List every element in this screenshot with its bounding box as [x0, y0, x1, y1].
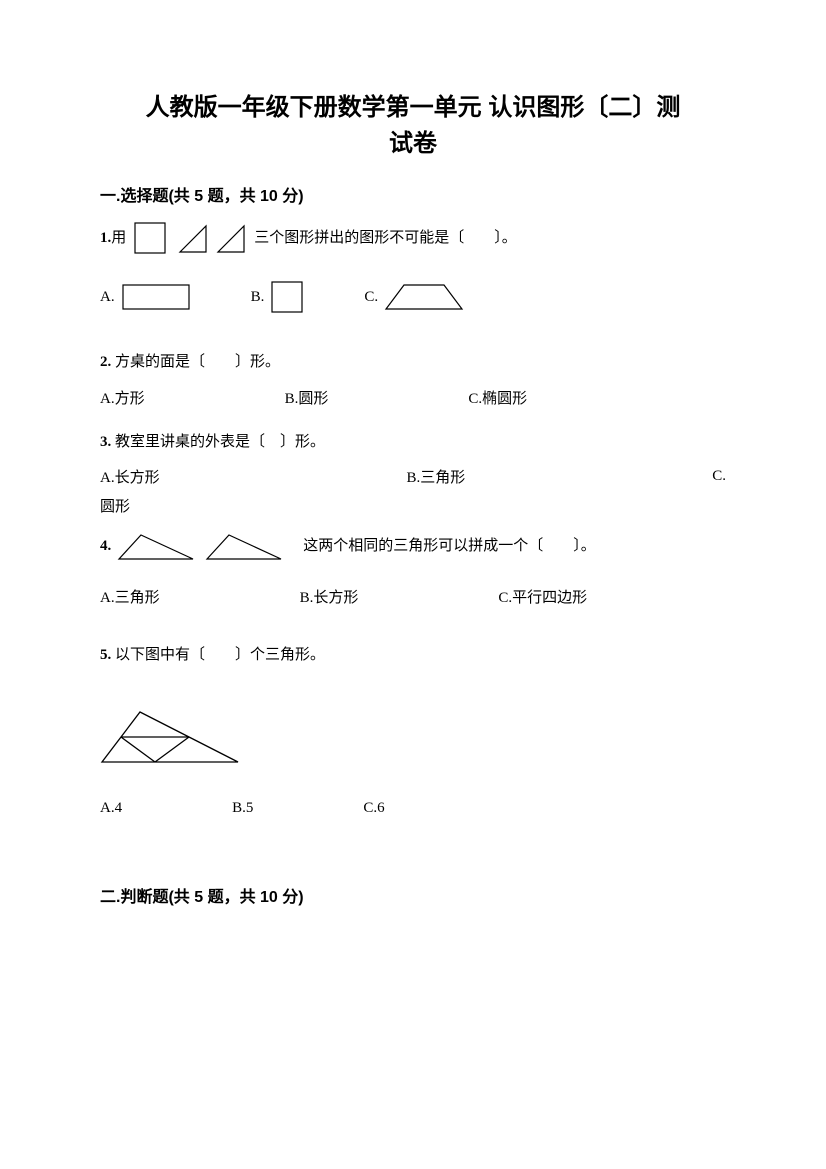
q1-options: A. B. C. [100, 280, 726, 314]
square-icon [132, 220, 168, 256]
opt-label: B. [251, 289, 265, 306]
page-title: 人教版一年级下册数学第一单元 认识图形〔二〕测 试卷 [100, 90, 726, 162]
q2-option-c: C.椭圆形 [468, 387, 527, 408]
opt-label: A. [100, 289, 115, 306]
question-2: 2. 方桌的面是〔 〕形。 [100, 348, 726, 377]
q4-options: A.三角形 B.长方形 C.平行四边形 [100, 586, 726, 607]
section-1-header: 一.选择题(共 5 题，共 10 分) [100, 182, 726, 206]
q3-option-b: B.三角形 [407, 466, 466, 487]
q4-triangles [117, 532, 283, 562]
q5-option-b: B.5 [232, 800, 253, 817]
question-3: 3. 教室里讲桌的外表是〔 〕形。 [100, 428, 726, 457]
scalene-triangle-icon [205, 532, 283, 562]
q2-options: A.方形 B.圆形 C.椭圆形 [100, 387, 726, 408]
q5-option-a: A.4 [100, 800, 122, 817]
title-line-1: 人教版一年级下册数学第一单元 认识图形〔二〕测 [146, 94, 681, 121]
q2-text: 方桌的面是〔 〕形。 [115, 354, 280, 370]
section-2-header: 二.判断题(共 5 题，共 10 分) [100, 883, 726, 907]
opt-label: C. [364, 289, 378, 306]
trapezoid-icon [384, 281, 464, 313]
q3-option-a: A.长方形 [100, 466, 160, 487]
q2-num: 2. [100, 354, 111, 370]
right-triangle-icon [214, 222, 248, 256]
q3-num: 3. [100, 434, 111, 450]
q4-option-a: A.三角形 [100, 586, 160, 607]
question-4: 4. 这两个相同的三角形可以拼成一个〔 〕。 [100, 532, 726, 562]
q4-option-b: B.长方形 [300, 586, 359, 607]
q2-option-a: A.方形 [100, 387, 145, 408]
q3-text: 教室里讲桌的外表是〔 〕形。 [115, 434, 325, 450]
question-1: 1. 用 三个图形拼出的图形不可能是〔 〕。 [100, 220, 726, 256]
q4-num: 4. [100, 532, 111, 561]
q3-option-c: C. [712, 468, 726, 485]
q5-figure [100, 707, 726, 772]
q5-num: 5. [100, 647, 111, 663]
question-5: 5. 以下图中有〔 〕个三角形。 [100, 641, 726, 670]
q5-options: A.4 B.5 C.6 [100, 800, 726, 817]
q1-option-a: A. [100, 283, 191, 311]
q5-option-c: C.6 [363, 800, 384, 817]
square-icon [270, 280, 304, 314]
scalene-triangle-icon [117, 532, 195, 562]
q2-option-b: B.圆形 [285, 387, 329, 408]
title-line-2: 试卷 [389, 130, 437, 157]
composite-triangle-icon [100, 707, 240, 767]
worksheet-page: 人教版一年级下册数学第一单元 认识图形〔二〕测 试卷 一.选择题(共 5 题，共… [0, 0, 826, 1169]
q1-given-shapes [132, 220, 248, 256]
rectangle-icon [121, 283, 191, 311]
q1-option-b: B. [251, 280, 305, 314]
q5-text: 以下图中有〔 〕个三角形。 [115, 647, 325, 663]
q1-option-c: C. [364, 281, 464, 313]
right-triangle-icon [176, 222, 210, 256]
q1-post: 三个图形拼出的图形不可能是〔 〕。 [254, 224, 517, 253]
q4-option-c: C.平行四边形 [498, 586, 587, 607]
q3-option-c-cont: 圆形 [100, 493, 726, 522]
q3-options: A.长方形 B.三角形 C. [100, 466, 726, 487]
q1-num: 1. [100, 224, 111, 253]
q4-text: 这两个相同的三角形可以拼成一个〔 〕。 [303, 532, 596, 561]
q1-pre: 用 [111, 224, 126, 253]
